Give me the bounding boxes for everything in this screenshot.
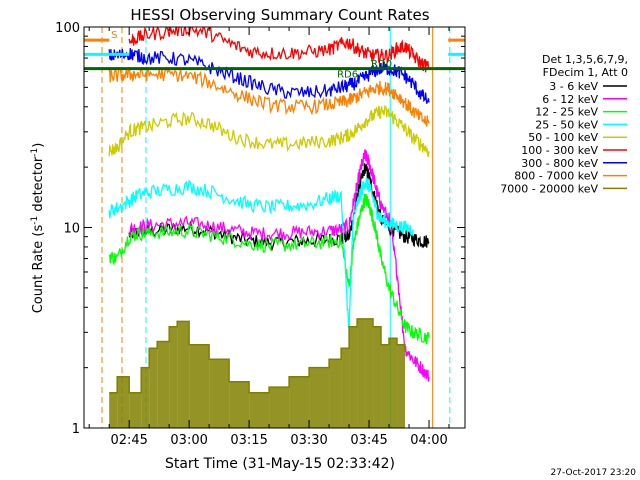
y-tick-label: 1 — [72, 422, 80, 437]
x-tick-label: 02:45 — [110, 433, 147, 448]
legend-entry-label: 25 - 50 keV — [535, 118, 598, 131]
annotation-label: S — [111, 30, 117, 41]
series-fill-7000-20000-kev — [381, 344, 390, 428]
x-tick-label: 03:30 — [290, 433, 327, 448]
legend-header-line: FDecim 1, Att 0 — [543, 66, 628, 79]
x-axis-label: Start Time (31-May-15 02:33:42) — [165, 456, 395, 472]
timestamp: 27-Oct-2017 23:20 — [551, 468, 637, 478]
series-line-6-12-kev — [128, 149, 430, 382]
series-fill-7000-20000-kev — [357, 318, 366, 428]
series-line-800-7000-kev — [108, 66, 430, 127]
series-fill-7000-20000-kev — [389, 338, 398, 428]
legend-header-line: Det 1,3,5,6,7,9, — [542, 53, 628, 66]
legend-entry-label: 6 - 12 keV — [542, 93, 598, 106]
legend-entry-label: 100 - 300 keV — [521, 144, 598, 157]
series-fill-7000-20000-kev — [249, 392, 270, 428]
annotation-label: RD0 — [371, 59, 392, 70]
y-label-mid: detector — [31, 156, 46, 216]
series-fill-7000-20000-kev — [209, 359, 230, 428]
axes: 02:45 03:00 03:15 03:30 03:45 04:00 1 10 100 — [55, 21, 465, 448]
series-fill-7000-20000-kev — [157, 341, 170, 428]
y-label-main: Count Rate (s — [31, 225, 46, 314]
series-fill-7000-20000-kev — [269, 387, 290, 428]
legend-entry-label: 50 - 100 keV — [528, 131, 598, 144]
y-tick-label: 100 — [55, 21, 80, 36]
flag-lines — [84, 38, 465, 71]
series-fill-7000-20000-kev — [341, 348, 350, 428]
legend-entry-label: 300 - 800 keV — [521, 157, 598, 170]
series-line-100-300-kev — [128, 27, 430, 73]
series-line-300-800-kev — [108, 47, 430, 104]
series-fill-7000-20000-kev — [365, 318, 374, 428]
x-tick-label: 03:45 — [350, 433, 387, 448]
series-fill-7000-20000-kev — [117, 376, 130, 428]
annotations: S RD0 RD6 — [111, 30, 392, 80]
legend-entry-label: 7000 - 20000 keV — [500, 182, 598, 195]
series-line-50-100-kev — [108, 104, 430, 158]
series-fill-7000-20000-kev — [229, 381, 250, 428]
legend-entry-label: 800 - 7000 keV — [514, 170, 598, 183]
series-fill-7000-20000-kev — [189, 344, 210, 428]
series-fill-7000-20000-kev — [309, 367, 330, 428]
chart-title: HESSI Observing Summary Count Rates — [130, 6, 429, 24]
y-tick-label: 10 — [63, 222, 80, 237]
y-label-end: ) — [31, 143, 46, 148]
x-tick-label: 03:15 — [230, 433, 267, 448]
x-tick-label: 04:00 — [410, 433, 447, 448]
series-fill-7000-20000-kev — [397, 344, 406, 428]
y-label-sup1: -1 — [30, 216, 40, 225]
series-fill-7000-20000-kev — [149, 348, 158, 428]
series-fill-7000-20000-kev — [373, 326, 382, 428]
legend: Det 1,3,5,6,7,9,FDecim 1, Att 03 - 6 keV… — [500, 53, 628, 195]
legend-entry-label: 12 - 25 keV — [535, 106, 598, 119]
series-line-25-50-kev — [108, 177, 414, 331]
series-fill-7000-20000-kev — [177, 321, 190, 428]
series-fill-7000-20000-kev — [289, 376, 310, 428]
series-fill-7000-20000-kev — [129, 392, 142, 428]
annotation-label: RD6 — [337, 69, 358, 80]
series-fill-7000-20000-kev — [329, 359, 342, 428]
y-label-sup2: -1 — [30, 148, 40, 157]
series-fill-7000-20000-kev — [141, 367, 150, 428]
y-axis-label: Count Rate (s-1 detector-1) — [30, 143, 46, 314]
series-fill-7000-20000-kev — [109, 392, 118, 428]
series-fill-7000-20000-kev — [169, 326, 178, 428]
series-group — [108, 27, 430, 428]
legend-entry-label: 3 - 6 keV — [549, 80, 598, 93]
x-tick-label: 03:00 — [170, 433, 207, 448]
series-fill-7000-20000-kev — [349, 326, 358, 428]
